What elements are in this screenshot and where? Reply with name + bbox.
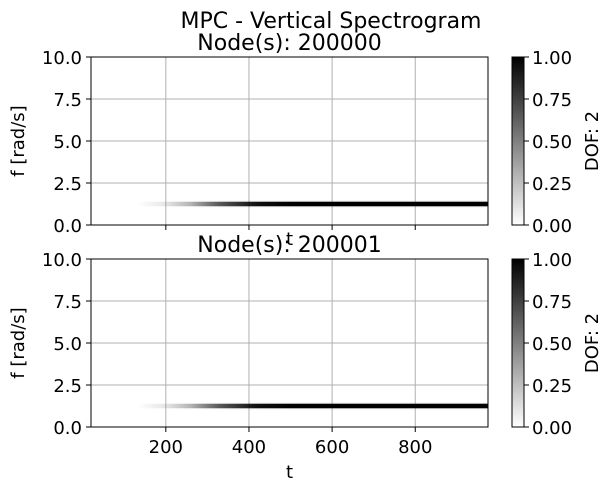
- y-axis-label: f [rad/s]: [8, 307, 29, 378]
- y-tick-label: 0.0: [53, 216, 82, 237]
- figure-title: MPC - Vertical Spectrogram: [180, 9, 481, 34]
- colorbar: 0.00 0.25 0.50 0.75 1.00 DOF: 2: [511, 250, 603, 439]
- y-tick-label: 2.5: [53, 376, 82, 397]
- x-tick-label: 200: [149, 437, 183, 458]
- colorbar-tick-label: 0.75: [532, 90, 572, 111]
- colorbar: 0.00 0.25 0.50 0.75 1.00 DOF: 2: [511, 48, 603, 237]
- colorbar-tick-label: 0.25: [532, 376, 572, 397]
- y-tick-label: 2.5: [53, 174, 82, 195]
- y-tick-label: 7.5: [53, 292, 82, 313]
- colorbar-gradient: [511, 258, 525, 428]
- y-tick-label: 5.0: [53, 334, 82, 355]
- spectrogram-band: [91, 403, 488, 409]
- y-tick-label: 10.0: [42, 250, 82, 271]
- colorbar-tick-label: 0.25: [532, 174, 572, 195]
- y-tick-label: 5.0: [53, 132, 82, 153]
- colorbar-tick-label: 0.50: [532, 334, 572, 355]
- subplot-title: Node(s): 200000: [197, 31, 381, 56]
- colorbar-tick-label: 0.00: [532, 418, 572, 439]
- colorbar-gradient: [511, 56, 525, 226]
- x-tick-label: 800: [398, 437, 432, 458]
- colorbar-tick-label: 0.50: [532, 132, 572, 153]
- y-tick-label: 10.0: [42, 48, 82, 69]
- y-axis-label: f [rad/s]: [8, 105, 29, 176]
- colorbar-tick-label: 0.00: [532, 216, 572, 237]
- colorbar-label: DOF: 2: [582, 111, 603, 171]
- subplot-title: Node(s): 200001: [197, 233, 381, 258]
- colorbar-tick-label: 1.00: [532, 250, 572, 271]
- subplot-1: 0.0 2.5 5.0 7.5 10.0 t f [rad/s] Node(s): 20000…: [8, 31, 603, 250]
- x-tick-label: 400: [232, 437, 266, 458]
- colorbar-label: DOF: 2: [582, 313, 603, 373]
- subplot-2: 200 400 600 800 0.0 2.5 5.0 7.5 10.0 t f [rad/s] No…: [8, 233, 603, 483]
- subplots: 0.0 2.5 5.0 7.5 10.0 t f [rad/s] Node(s): 20000…: [8, 31, 603, 483]
- y-tick-label: 0.0: [53, 418, 82, 439]
- spectrogram-band: [91, 201, 488, 207]
- x-tick-label: 600: [315, 437, 349, 458]
- y-tick-label: 7.5: [53, 90, 82, 111]
- x-axis-label: t: [286, 462, 293, 483]
- x-axis-label: t: [286, 229, 293, 250]
- colorbar-tick-label: 1.00: [532, 48, 572, 69]
- colorbar-tick-label: 0.75: [532, 292, 572, 313]
